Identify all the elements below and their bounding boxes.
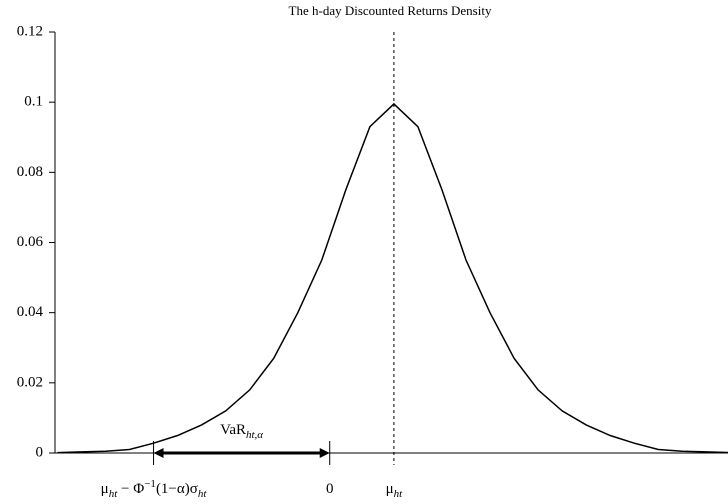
annotation-label: μht xyxy=(386,481,404,499)
annotation-label: VaRht,α xyxy=(220,422,263,440)
y-tick-label: 0.08 xyxy=(17,164,43,180)
y-tick-label: 0 xyxy=(36,444,44,460)
annotation-label: 0 xyxy=(326,481,334,497)
annotation-part: VaR xyxy=(220,422,246,438)
annotation-part: ht xyxy=(109,488,119,500)
density-curve xyxy=(57,102,728,454)
annotation-part: ht xyxy=(394,488,404,500)
annotation-label: μht − Φ−1(1−α)σht xyxy=(101,478,208,500)
annotation-part: −1 xyxy=(144,478,156,490)
annotation-part: ht xyxy=(198,488,208,500)
arrow-head xyxy=(153,448,164,458)
annotation-part: μ xyxy=(101,481,109,497)
y-tick-label: 0.02 xyxy=(17,374,43,390)
annotation-part: μ xyxy=(386,481,394,497)
annotation-part: − Φ xyxy=(117,481,144,497)
annotation-part: (1−α)σ xyxy=(156,481,198,497)
y-tick-label: 0.04 xyxy=(17,304,44,320)
y-tick-label: 0.06 xyxy=(17,234,44,250)
y-tick-label: 0.12 xyxy=(17,23,43,39)
chart-title: The h-day Discounted Returns Density xyxy=(289,3,492,18)
arrow-head xyxy=(319,448,330,458)
annotation-part: ht,α xyxy=(246,429,263,441)
y-tick-label: 0.1 xyxy=(24,94,43,110)
annotation-part: 0 xyxy=(326,481,334,497)
